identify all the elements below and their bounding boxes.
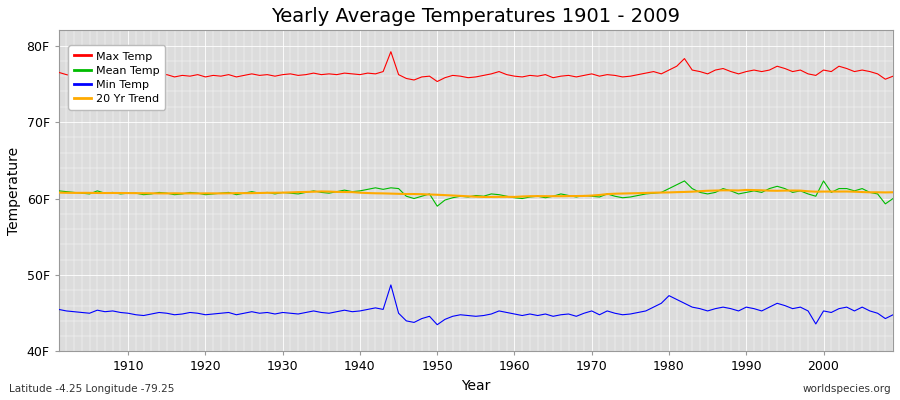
Legend: Max Temp, Mean Temp, Min Temp, 20 Yr Trend: Max Temp, Mean Temp, Min Temp, 20 Yr Tre… — [68, 46, 166, 110]
X-axis label: Year: Year — [461, 379, 491, 393]
Text: Latitude -4.25 Longitude -79.25: Latitude -4.25 Longitude -79.25 — [9, 384, 175, 394]
Text: worldspecies.org: worldspecies.org — [803, 384, 891, 394]
Title: Yearly Average Temperatures 1901 - 2009: Yearly Average Temperatures 1901 - 2009 — [272, 7, 680, 26]
Y-axis label: Temperature: Temperature — [7, 147, 21, 235]
